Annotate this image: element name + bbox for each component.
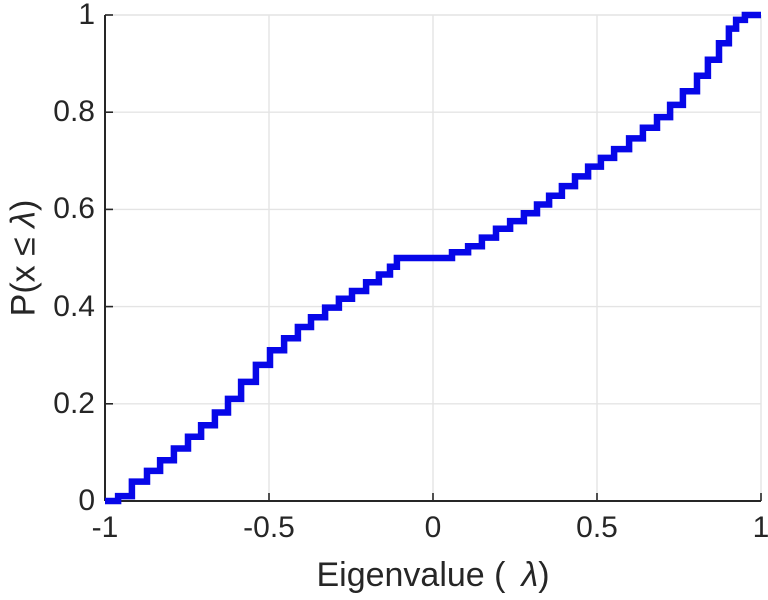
x-tick-label: -1 — [91, 511, 119, 544]
y-tick-label: 1 — [78, 0, 95, 31]
x-tick-label: -0.5 — [243, 511, 295, 544]
lambda-symbol: λ — [521, 556, 539, 594]
lambda-symbol: λ — [4, 211, 43, 228]
x-axis-title-close: ) — [538, 556, 550, 594]
y-tick-label: 0 — [78, 484, 95, 517]
y-axis-title: P(x ≤ λ) — [5, 200, 44, 317]
y-tick-label: 0.2 — [53, 386, 95, 420]
x-tick-label: 1 — [752, 511, 768, 544]
y-tick-label: 0.4 — [53, 289, 95, 323]
x-axis-title: Eigenvalue ( λ) — [316, 556, 549, 595]
x-tick-label: 0 — [424, 511, 442, 544]
y-axis-title-close: ) — [4, 199, 43, 212]
x-axis-title-text: Eigenvalue ( — [316, 556, 506, 594]
y-tick-label: 0.6 — [53, 192, 95, 226]
cdf-step-curve — [105, 11, 761, 505]
x-tick-label: 0.5 — [576, 511, 618, 544]
y-axis-title-text: P(x ≤ — [4, 227, 43, 317]
y-tick-label: 0.8 — [53, 95, 95, 129]
